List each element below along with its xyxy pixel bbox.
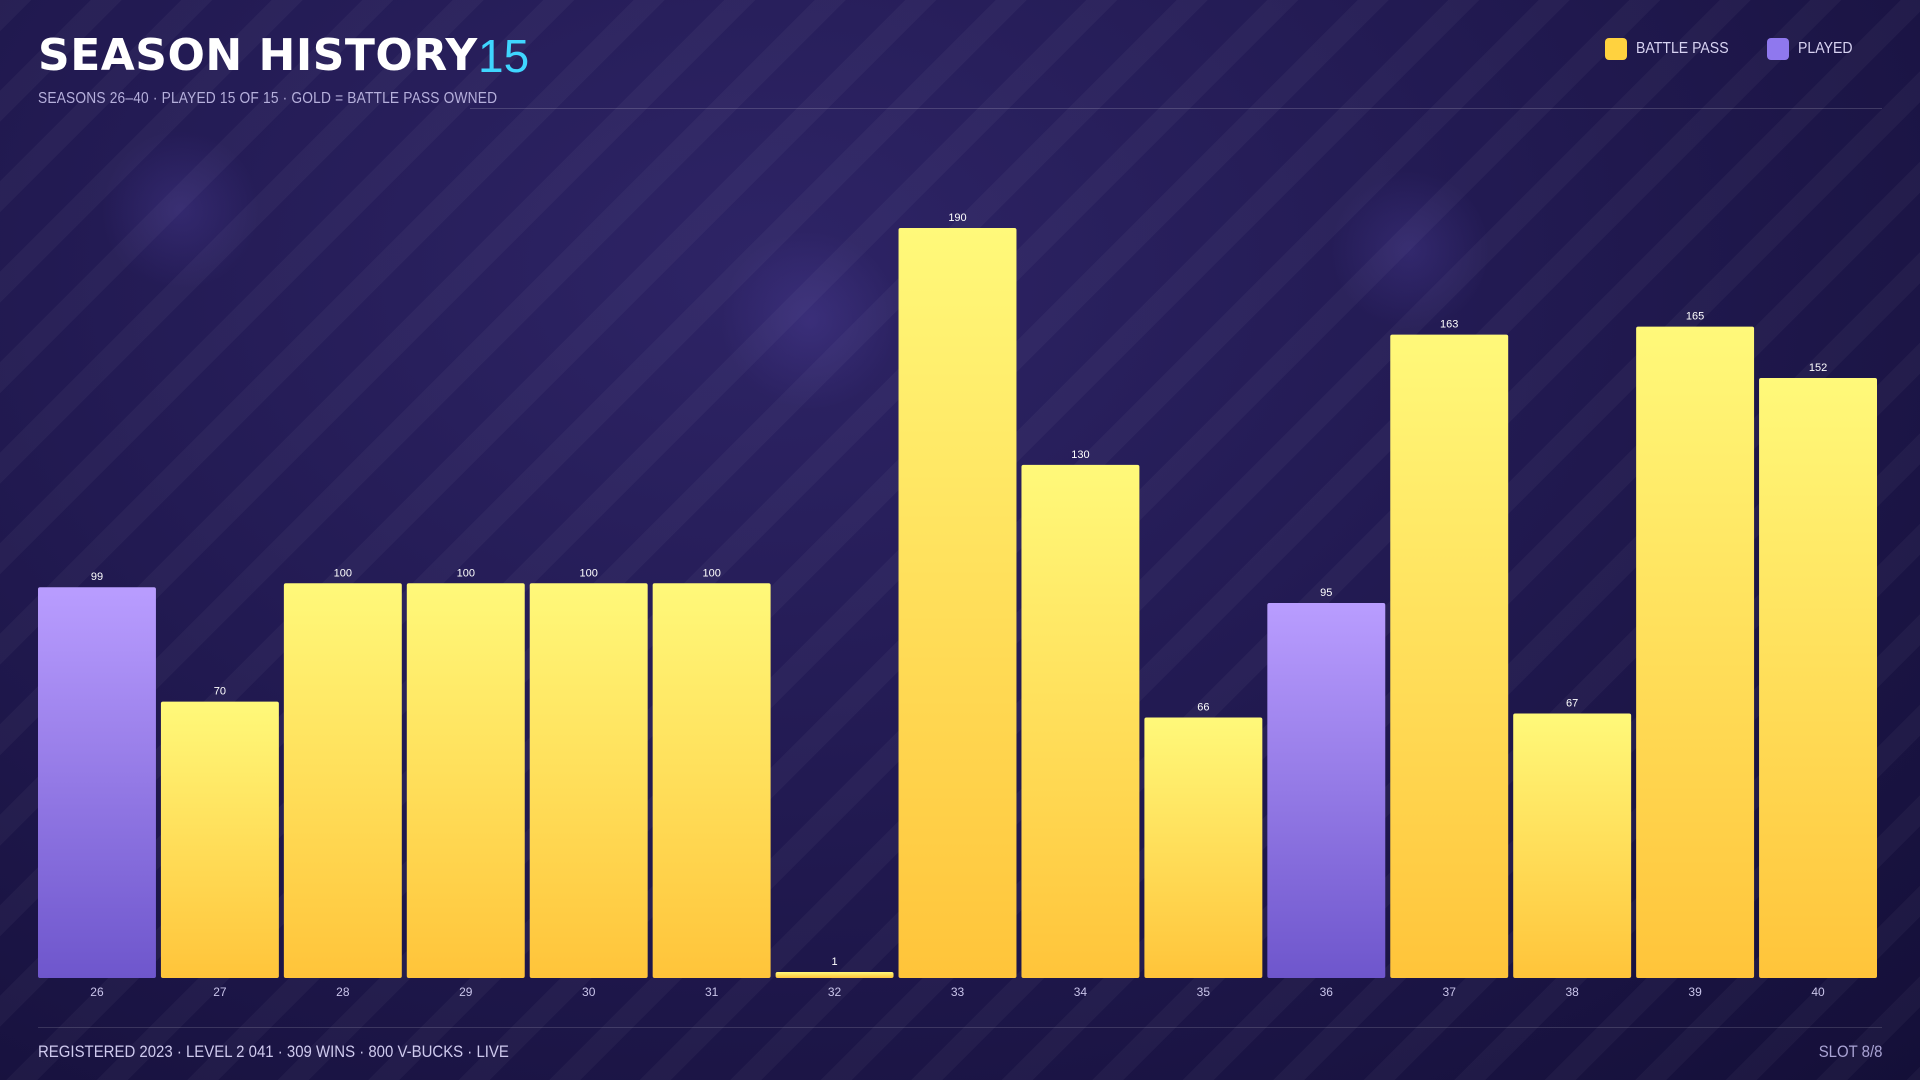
legend-swatch-played bbox=[1767, 38, 1790, 60]
legend-swatch-battle-pass bbox=[1604, 38, 1627, 60]
x-tick-label: 38 bbox=[1565, 985, 1579, 999]
footer-divider bbox=[38, 1027, 1882, 1028]
bar-season-37[interactable] bbox=[1390, 334, 1509, 978]
bar-season-34[interactable] bbox=[1021, 464, 1140, 978]
bar-value-label: 130 bbox=[1071, 449, 1089, 461]
page-subtitle: SEASONS 26–40 · PLAYED 15 OF 15 · GOLD =… bbox=[38, 90, 498, 107]
x-tick-label: 39 bbox=[1688, 985, 1702, 999]
bar-value-label: 165 bbox=[1686, 311, 1704, 323]
x-tick-label: 30 bbox=[582, 985, 596, 999]
bar-value-label: 67 bbox=[1566, 698, 1578, 710]
x-tick-label: 27 bbox=[213, 985, 227, 999]
bar-value-label: 70 bbox=[214, 686, 226, 698]
x-tick-label: 28 bbox=[336, 985, 350, 999]
bar-value-label: 152 bbox=[1809, 362, 1827, 374]
legend-item-played: PLAYED bbox=[1767, 38, 1860, 60]
bar-value-label: 100 bbox=[457, 567, 475, 579]
bar-season-33[interactable] bbox=[898, 228, 1017, 978]
x-tick-label: 33 bbox=[951, 985, 965, 999]
bar-season-36[interactable] bbox=[1267, 603, 1386, 978]
x-tick-label: 31 bbox=[705, 985, 719, 999]
header-divider bbox=[470, 108, 1882, 109]
x-tick-label: 36 bbox=[1320, 985, 1334, 999]
x-tick-label: 34 bbox=[1074, 985, 1088, 999]
x-tick-label: 40 bbox=[1811, 985, 1825, 999]
bar-season-39[interactable] bbox=[1636, 326, 1755, 978]
bar-season-35[interactable] bbox=[1144, 717, 1263, 978]
bar-season-32[interactable] bbox=[775, 972, 894, 978]
bar-season-29[interactable] bbox=[406, 583, 525, 978]
bar-season-30[interactable] bbox=[529, 583, 648, 978]
bar-season-38[interactable] bbox=[1513, 713, 1632, 978]
bar-season-31[interactable] bbox=[652, 583, 771, 978]
legend-label-battle-pass: BATTLE PASS bbox=[1635, 40, 1729, 57]
x-tick-label: 26 bbox=[90, 985, 104, 999]
x-tick-label: 29 bbox=[459, 985, 473, 999]
season-bar-chart: 99 26 70 27 100 28 100 29 100 30 100 31 1 32 190 33 130 3… bbox=[38, 212, 1877, 999]
bar-value-label: 95 bbox=[1320, 587, 1332, 599]
bar-season-27[interactable] bbox=[160, 701, 279, 978]
chart-legend: BATTLE PASS PLAYED bbox=[1604, 38, 1860, 60]
bar-season-40[interactable] bbox=[1759, 378, 1877, 978]
bar-value-label: 100 bbox=[334, 567, 352, 579]
page-title: SEASON HISTORY bbox=[38, 30, 478, 81]
season-count: 15 bbox=[478, 30, 530, 82]
bar-value-label: 163 bbox=[1440, 319, 1458, 331]
bar-value-label: 99 bbox=[91, 571, 103, 583]
x-tick-label: 35 bbox=[1197, 985, 1211, 999]
footer-stats: REGISTERED 2023 · LEVEL 2 041 · 309 WINS… bbox=[38, 1042, 509, 1061]
bar-value-label: 100 bbox=[702, 567, 720, 579]
bars-group: 99 26 70 27 100 28 100 29 100 30 100 31 1 32 190 33 130 3… bbox=[38, 212, 1877, 999]
legend-label-played: PLAYED bbox=[1798, 40, 1853, 57]
x-tick-label: 37 bbox=[1443, 985, 1457, 999]
bar-season-28[interactable] bbox=[283, 583, 402, 978]
bar-value-label: 66 bbox=[1197, 701, 1209, 713]
footer-slot: SLOT 8/8 bbox=[1818, 1042, 1882, 1061]
bar-value-label: 1 bbox=[832, 956, 838, 968]
x-tick-label: 32 bbox=[828, 985, 842, 999]
bar-season-26[interactable] bbox=[38, 587, 156, 978]
bar-value-label: 190 bbox=[948, 212, 966, 224]
bar-value-label: 100 bbox=[580, 567, 598, 579]
legend-item-battle-pass: BATTLE PASS bbox=[1604, 38, 1741, 60]
